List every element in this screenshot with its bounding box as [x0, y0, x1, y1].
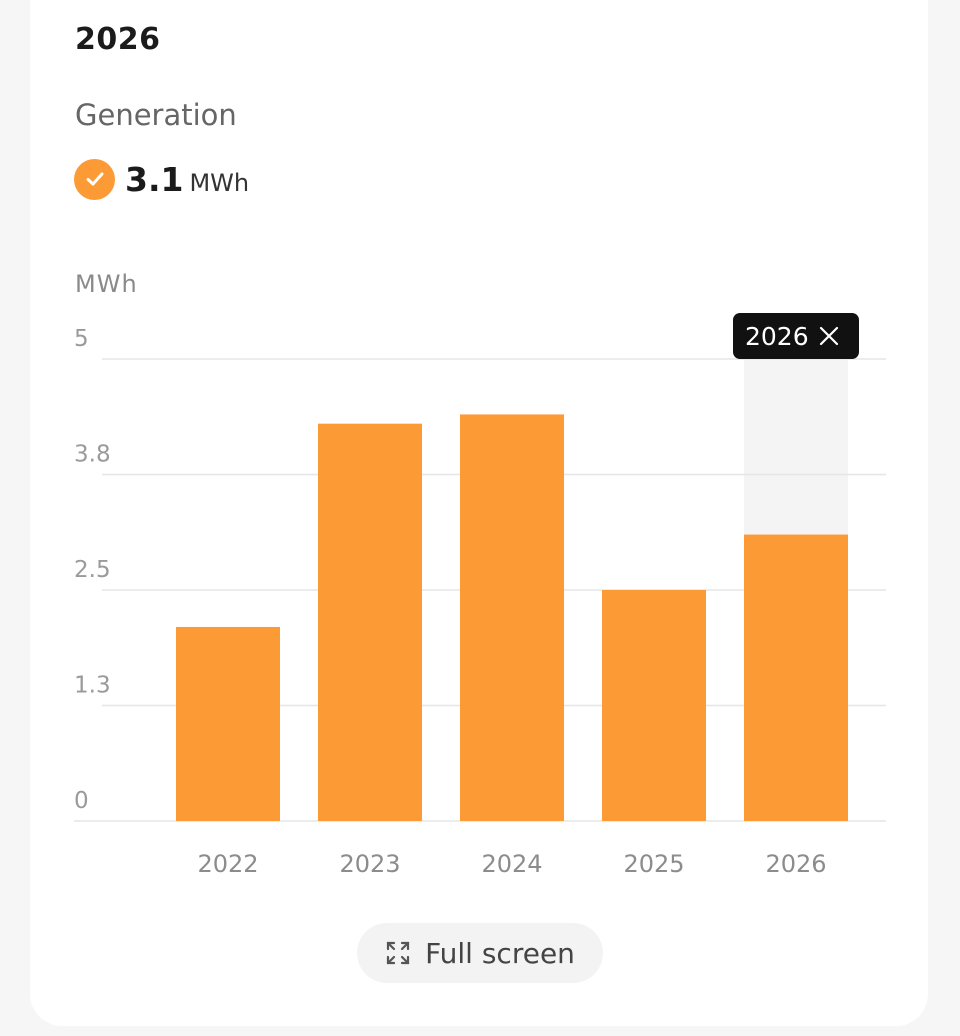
x-tick-label: 2024 — [481, 850, 542, 878]
generation-unit: MWh — [189, 169, 250, 197]
tooltip-label: 2026 — [745, 322, 809, 351]
fullscreen-button[interactable]: Full screen — [357, 923, 603, 983]
generation-summary: 3.1 MWh — [74, 158, 249, 200]
bar[interactable] — [460, 414, 564, 821]
bar[interactable] — [744, 534, 848, 821]
bar[interactable] — [602, 590, 706, 821]
bar-chart: 0 1.3 2.5 3.8 5 2022 2023 2024 2025 2026 2026 — [74, 313, 886, 878]
x-tick-label: 2025 — [623, 850, 684, 878]
close-icon[interactable] — [819, 326, 839, 346]
y-tick-label: 0 — [74, 788, 89, 814]
period-title: 2026 — [75, 22, 161, 57]
y-tick-label: 2.5 — [74, 557, 111, 583]
bar[interactable] — [176, 626, 280, 821]
y-tick-label: 5 — [74, 326, 89, 352]
y-tick-label: 1.3 — [74, 673, 111, 699]
bar[interactable] — [318, 423, 422, 821]
x-tick-label: 2023 — [339, 850, 400, 878]
fullscreen-label: Full screen — [425, 936, 575, 970]
x-tick-label: 2026 — [765, 850, 826, 878]
expand-icon — [386, 941, 410, 965]
generation-value: 3.1 — [125, 159, 184, 199]
check-circle-icon — [74, 158, 115, 200]
tooltip — [733, 313, 859, 359]
x-tick-label: 2022 — [197, 850, 258, 878]
y-tick-label: 3.8 — [74, 442, 111, 468]
y-axis-label: MWh — [75, 270, 138, 298]
generation-label: Generation — [75, 98, 237, 132]
